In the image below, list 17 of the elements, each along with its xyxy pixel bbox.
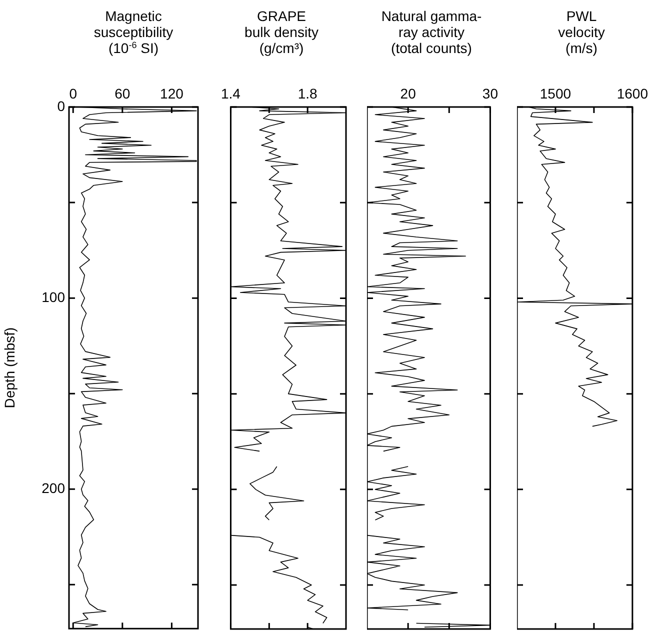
x-tick-label: 60 [114, 85, 130, 102]
chart-title: GRAPE bulk density (g/cm³) [244, 8, 320, 56]
x-tick-label: 1.8 [298, 85, 318, 102]
x-tick-label: 1.4 [220, 85, 241, 102]
x-tick-label: 1500 [540, 85, 572, 102]
chart-title: Magnetic susceptibility (10$^{-6}$ SI) [92, 8, 174, 56]
y-tick-label: 100 [42, 288, 66, 305]
x-tick-label: 120 [160, 85, 184, 102]
y-axis-title: Depth (mbsf) [1, 327, 18, 408]
x-tick-label: 30 [482, 85, 498, 102]
x-tick-label: 0 [69, 85, 78, 102]
chart-title: Natural gamma- ray activity (total counts) [380, 8, 483, 56]
chart-title: PWL velocity (m/s) [557, 8, 606, 56]
y-tick-label: 0 [57, 98, 66, 114]
x-tick-label: 20 [400, 85, 416, 102]
y-tick-label: 200 [42, 480, 66, 496]
x-tick-label: 1600 [616, 85, 648, 102]
